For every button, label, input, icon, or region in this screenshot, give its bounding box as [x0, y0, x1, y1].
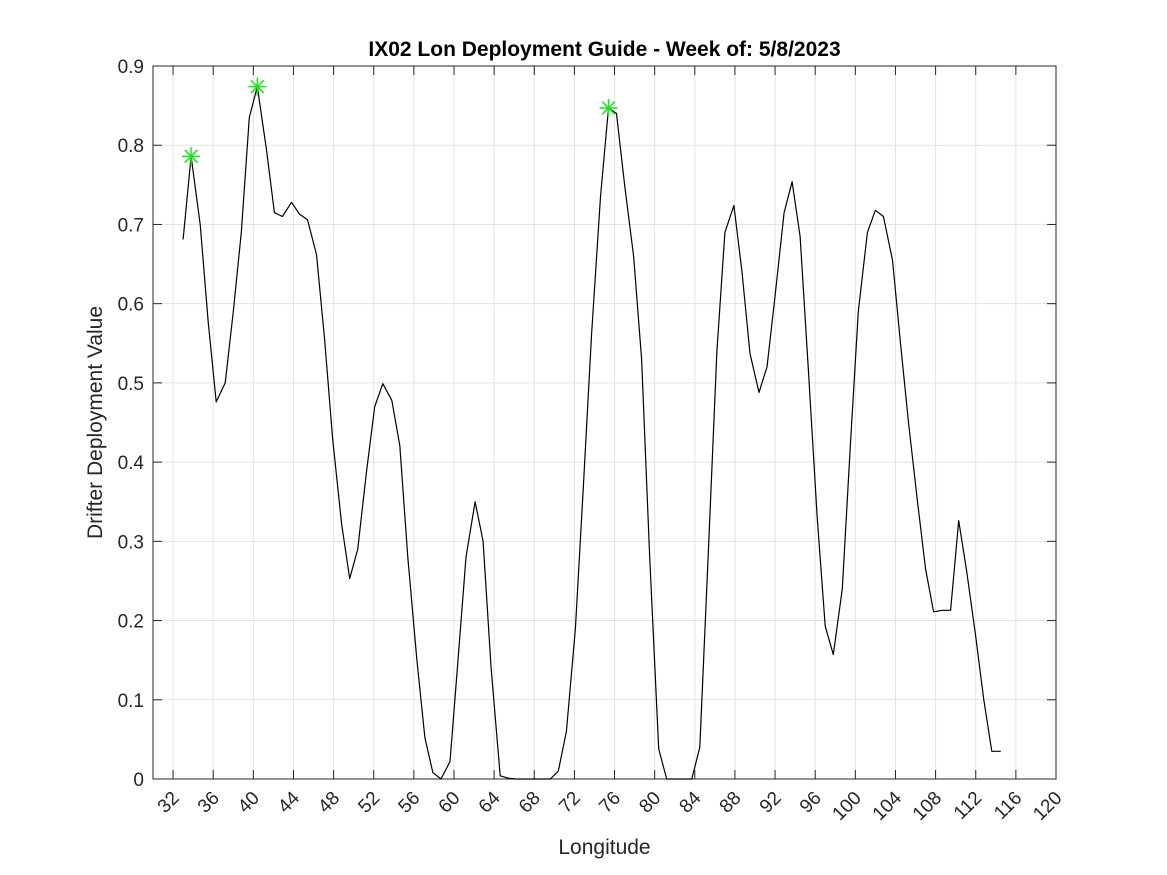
peak-marker-stroke: [184, 149, 199, 164]
grid: [153, 65, 1057, 780]
peak-marker-stroke: [601, 101, 616, 115]
marker-layer: [182, 77, 618, 166]
peak-marker: [248, 77, 267, 96]
x-axis-tick-labels: 32 36 40 44 48 52 56 60 64 68 72 76 80 84 88 92 96 100 104…: [154, 787, 1067, 825]
x-tick-label: 36: [194, 788, 224, 818]
x-tick-label: 60: [435, 788, 465, 818]
peak-marker: [182, 147, 201, 166]
y-tick-label: 0.4: [118, 453, 145, 474]
x-tick-label: 84: [676, 787, 706, 817]
y-axis-tick-labels: 0 0.1 0.2 0.3 0.4 0.5 0.6 0.7 0.8 0.9: [118, 57, 145, 791]
y-tick-label: 0.7: [118, 215, 144, 236]
x-tick-label: 92: [756, 788, 786, 818]
x-tick-label: 32: [154, 788, 184, 818]
plot-area-frame: [152, 65, 1057, 780]
series-layer: [182, 85, 1001, 780]
peak-marker-stroke: [250, 79, 265, 94]
x-tick-label: 56: [395, 788, 425, 818]
y-tick-label: 0.1: [118, 691, 144, 712]
x-tick-label: 48: [314, 788, 344, 818]
y-tick-label: 0.6: [118, 295, 144, 316]
x-tick-label: 64: [475, 787, 505, 817]
x-tick-label: 116: [990, 788, 1026, 824]
x-tick-label: 76: [595, 788, 625, 818]
x-tick-label: 80: [635, 788, 665, 818]
x-axis-title: Longitude: [558, 836, 650, 859]
y-tick-label: 0.8: [118, 136, 144, 157]
y-axis-title: Drifter Deployment Value: [84, 306, 107, 539]
y-tick-label: 0.9: [118, 57, 144, 78]
x-tick-label: 112: [950, 788, 986, 824]
chart-title: IX02 Lon Deployment Guide - Week of: 5/8…: [368, 38, 840, 61]
y-tick-label: 0.5: [118, 374, 144, 395]
x-tick-label: 52: [354, 788, 384, 818]
x-tick-label: 100: [829, 788, 866, 825]
y-tick-label: 0.2: [118, 612, 144, 633]
x-tick-label: 104: [869, 787, 907, 825]
y-tick-label: 0: [133, 770, 144, 791]
peak-marker: [599, 98, 618, 117]
x-tick-label: 68: [515, 788, 545, 818]
series-line: [182, 85, 1001, 780]
x-tick-label: 40: [234, 788, 264, 818]
x-tick-label: 72: [555, 788, 585, 818]
axis-ticks: [153, 65, 1057, 780]
x-tick-label: 96: [796, 788, 826, 818]
x-tick-label: 88: [716, 788, 746, 818]
x-tick-label: 120: [1029, 788, 1066, 825]
x-tick-label: 44: [274, 787, 304, 817]
y-tick-label: 0.3: [118, 532, 144, 553]
x-tick-label: 108: [909, 788, 946, 825]
